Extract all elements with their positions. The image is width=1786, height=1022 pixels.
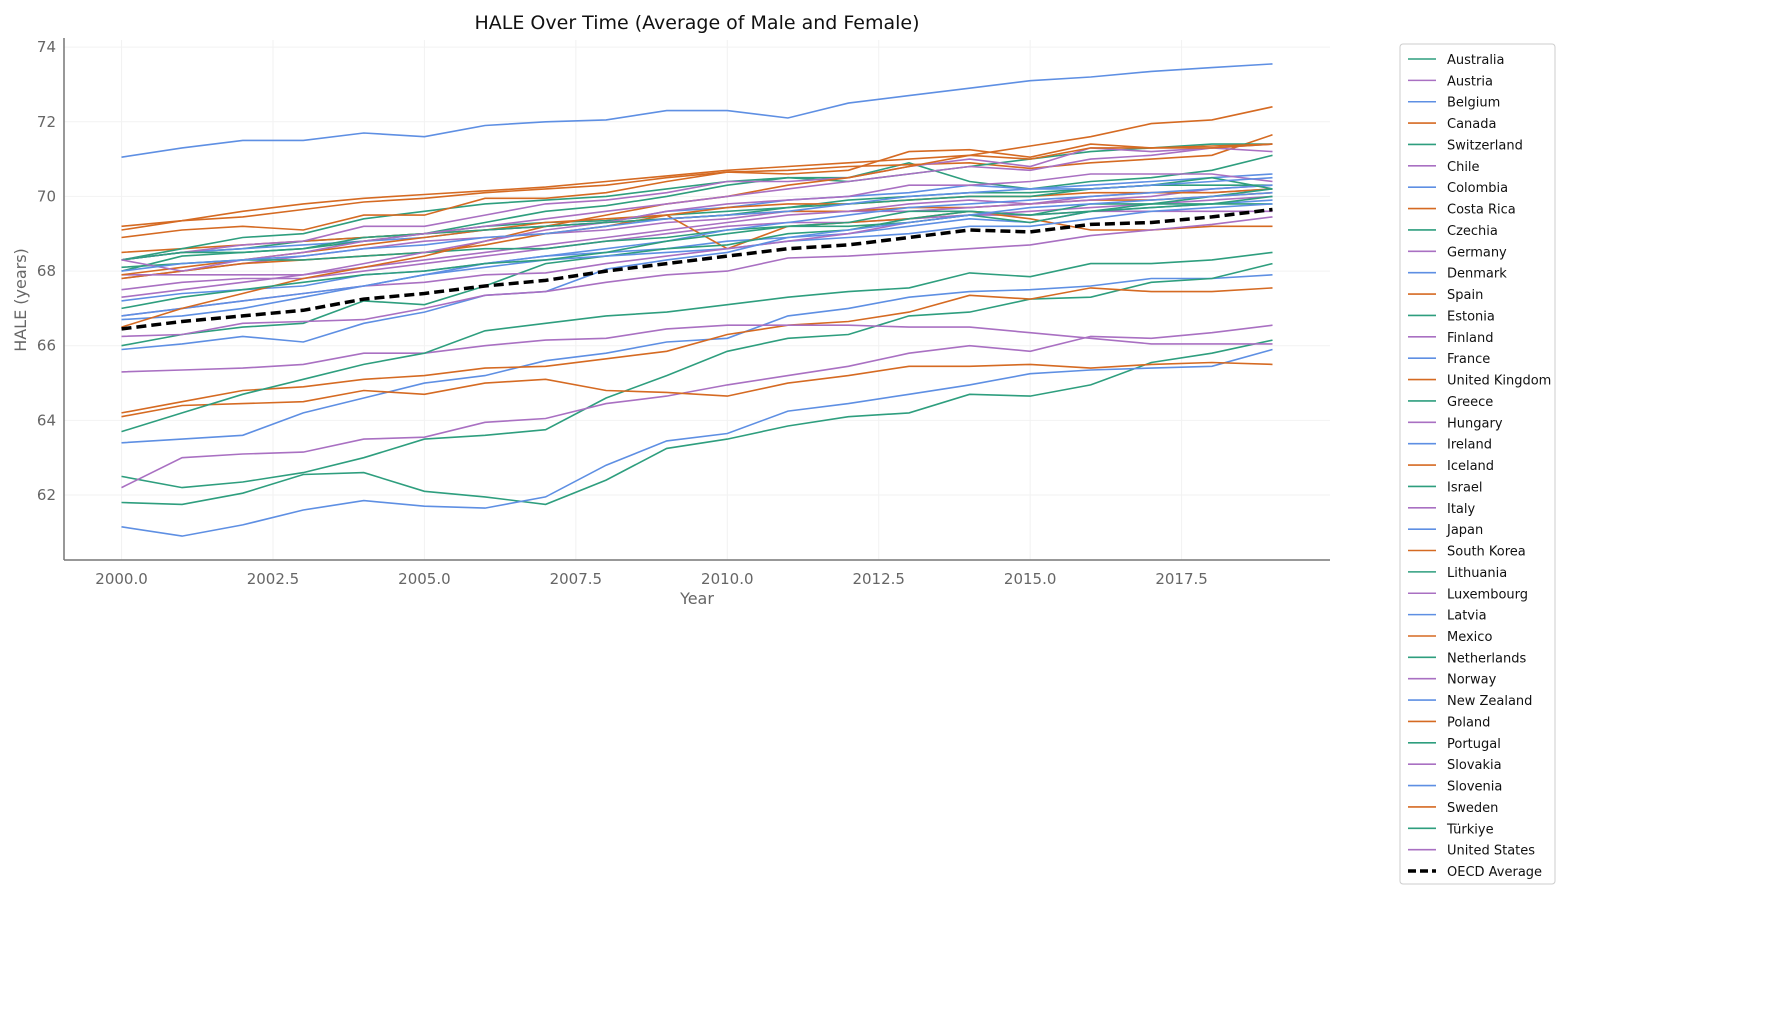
legend-entry: Luxembourg xyxy=(1447,587,1528,602)
legend-entry: Türkiye xyxy=(1446,822,1494,837)
series-line-france xyxy=(121,173,1273,261)
legend-entry: Switzerland xyxy=(1447,138,1523,153)
y-tick-label: 62 xyxy=(37,486,56,504)
series-line-colombia xyxy=(121,274,1273,444)
x-tick-label: 2012.5 xyxy=(852,570,905,588)
series-line-sweden xyxy=(121,143,1273,239)
legend-entry: Denmark xyxy=(1447,267,1507,282)
legend-entry: Germany xyxy=(1447,245,1507,260)
legend-entry: Ireland xyxy=(1447,438,1492,453)
y-tick-label: 70 xyxy=(37,187,56,205)
legend-box xyxy=(1399,43,1556,885)
series-line-portugal xyxy=(121,195,1273,310)
grid xyxy=(64,40,1330,560)
legend-entry: Norway xyxy=(1447,673,1497,688)
x-tick-label: 2002.5 xyxy=(247,570,300,588)
series-line-mexico xyxy=(121,361,1273,418)
legend-entry: Belgium xyxy=(1447,96,1500,111)
legend-entry: Australia xyxy=(1447,53,1505,68)
x-tick-label: 2000.0 xyxy=(95,570,148,588)
legend-entry: Chile xyxy=(1447,160,1480,175)
x-tick-label: 2007.5 xyxy=(550,570,603,588)
legend-entry: Hungary xyxy=(1447,416,1503,431)
legend-entry: Spain xyxy=(1447,288,1483,303)
x-tick-label: 2005.0 xyxy=(398,570,451,588)
series-line-greece xyxy=(121,188,1273,269)
series-line-iceland xyxy=(121,134,1273,231)
series-line-poland xyxy=(121,287,1273,414)
series-line-slovenia xyxy=(121,191,1273,351)
series-line-japan xyxy=(121,63,1273,158)
legend-entry: Japan xyxy=(1446,523,1483,538)
legend-entry: Canada xyxy=(1447,117,1496,132)
legend-entry: Costa Rica xyxy=(1447,203,1516,218)
series-line-spain xyxy=(121,106,1273,228)
y-tick-label: 74 xyxy=(37,38,56,56)
legend-entry: Slovenia xyxy=(1447,780,1502,795)
series-line-hungary xyxy=(121,324,1273,489)
x-tick-label: 2010.0 xyxy=(701,570,754,588)
series-line-lithuania xyxy=(121,339,1273,506)
legend-entry: Portugal xyxy=(1447,737,1501,752)
chart-title: HALE Over Time (Average of Male and Fema… xyxy=(475,12,920,34)
legend-entry: Greece xyxy=(1447,395,1493,410)
legend-entry: Mexico xyxy=(1447,630,1492,645)
legend-entry: Austria xyxy=(1447,74,1493,89)
legend-entry: United Kingdom xyxy=(1447,374,1551,389)
legend-entry: Israel xyxy=(1447,480,1483,495)
series-line-luxembourg xyxy=(121,173,1273,298)
y-tick-label: 64 xyxy=(37,411,56,429)
legend-entry: Latvia xyxy=(1447,609,1487,624)
y-tick-label: 66 xyxy=(37,337,56,355)
legend-entry: Lithuania xyxy=(1447,566,1507,581)
x-axis-label: Year xyxy=(679,589,714,608)
legend-entry: OECD Average xyxy=(1447,865,1542,880)
legend-entry: Poland xyxy=(1447,715,1490,730)
series-line-latvia xyxy=(121,348,1273,537)
axis-ticks: 2000.0 2002.5 2005.0 2007.5 2010.0 2012.5 2015… xyxy=(37,38,1208,588)
series-line-denmark xyxy=(121,203,1273,321)
y-tick-label: 72 xyxy=(37,113,56,131)
series-line-türkiye xyxy=(121,251,1273,433)
legend-entry: Netherlands xyxy=(1447,651,1526,666)
y-tick-label: 68 xyxy=(37,262,56,280)
legend-entry: Estonia xyxy=(1447,309,1495,324)
series-lines xyxy=(121,63,1273,537)
series-line-oecd-average xyxy=(121,207,1273,331)
legend-entry: South Korea xyxy=(1447,545,1526,560)
legend-entry: Colombia xyxy=(1447,181,1508,196)
series-line-czechia xyxy=(121,203,1273,347)
series-line-ireland xyxy=(121,184,1273,317)
series-line-estonia xyxy=(121,262,1273,489)
series-line-new-zealand xyxy=(121,176,1273,272)
series-line-slovakia xyxy=(121,324,1273,373)
legend-entry: United States xyxy=(1447,844,1535,859)
series-line-norway xyxy=(121,147,1273,272)
legend-entry: France xyxy=(1447,352,1490,367)
legend-entry: Iceland xyxy=(1447,459,1494,474)
series-line-italy xyxy=(121,143,1273,261)
legend-entry: Finland xyxy=(1447,331,1493,346)
legend-entry: Slovakia xyxy=(1447,758,1502,773)
x-tick-label: 2017.5 xyxy=(1155,570,1208,588)
legend-entry: Czechia xyxy=(1447,224,1498,239)
legend-entry: New Zealand xyxy=(1447,694,1532,709)
legend-entry: Sweden xyxy=(1447,801,1498,816)
series-line-united-states xyxy=(121,216,1273,338)
series-line-switzerland xyxy=(121,154,1273,261)
y-axis-label: HALE (years) xyxy=(11,248,30,352)
legend: Australia Austria Belgium Canada Switzerland… xyxy=(1399,43,1556,885)
legend-entry: Italy xyxy=(1447,502,1476,517)
x-tick-label: 2015.0 xyxy=(1004,570,1057,588)
